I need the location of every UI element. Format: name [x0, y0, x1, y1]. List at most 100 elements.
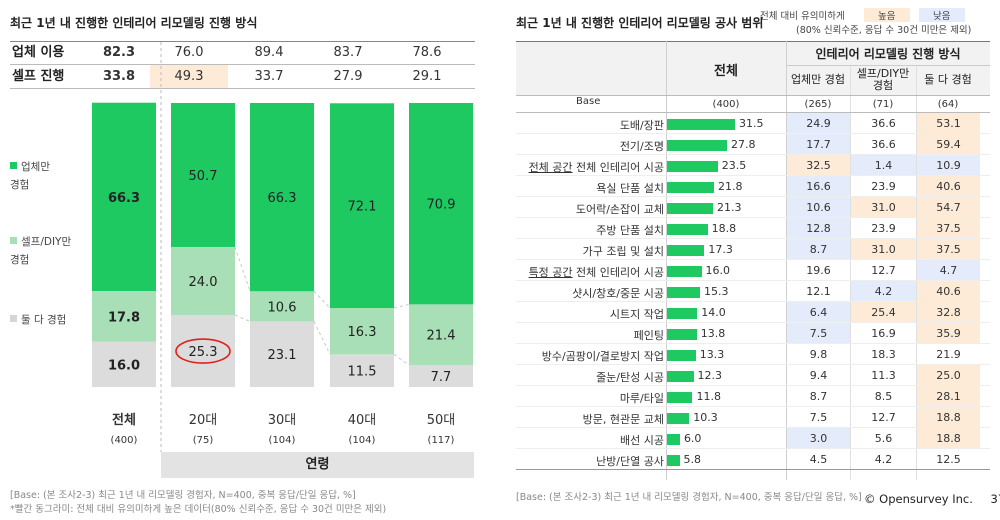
row-label: 도어락/손잡이 교체 — [516, 201, 664, 217]
legend-company: 업체만 경험 — [10, 158, 50, 194]
col-value: 16.9 — [871, 327, 896, 340]
base-col: (64) — [937, 99, 959, 110]
bar-segment — [92, 341, 156, 387]
total-value: 13.3 — [699, 348, 725, 361]
row-label: 난방/단열 공사 — [516, 453, 664, 469]
table-header-bg — [516, 41, 990, 95]
col-value: 10.9 — [917, 155, 980, 176]
row-divider — [516, 154, 990, 155]
row-label: 샷시/창호/중문 시공 — [516, 285, 664, 301]
legend-both-swatch — [10, 315, 17, 322]
col-value: 12.1 — [806, 285, 831, 298]
bar-segment — [330, 103, 394, 309]
col-value: 59.4 — [917, 134, 980, 155]
category-base: (104) — [268, 435, 296, 446]
col-value: 5.6 — [874, 432, 893, 445]
total-bar — [667, 392, 693, 403]
category-label: 20대 — [188, 413, 218, 428]
row-label-text: 마루/타일 — [619, 392, 664, 405]
row-label-text: 줄눈/탄성 시공 — [596, 371, 664, 384]
total-bar — [667, 119, 735, 130]
category-base: (104) — [348, 435, 376, 446]
col-value: 24.9 — [787, 113, 850, 134]
bar-value-label: 17.8 — [108, 310, 140, 325]
row-label-text: 전체 인테리어 시공 — [572, 266, 664, 279]
total-value: 16.0 — [705, 264, 731, 277]
total-value: 21.8 — [718, 180, 743, 193]
col-value: 12.5 — [936, 453, 961, 466]
group-header-underline — [786, 65, 990, 66]
bar-value-label: 50.7 — [189, 169, 218, 184]
row-label-text: 방문, 현관문 교체 — [582, 413, 664, 426]
significance-note: 전체 대비 유의미하게 — [760, 11, 845, 22]
total-value: 12.3 — [697, 369, 723, 382]
col-value: 53.1 — [917, 113, 980, 134]
bar-segment — [171, 315, 235, 387]
bar-segment — [171, 246, 235, 316]
summary-cell: 76.0 — [174, 45, 204, 60]
row-label: 방문, 현관문 교체 — [516, 411, 664, 427]
right-source-note: [Base: (본 조사2-3) 최근 1년 내 리모델링 경험자, N=400… — [516, 492, 862, 503]
total-bar — [667, 371, 694, 382]
row-label-text: 도어락/손잡이 교체 — [575, 203, 664, 216]
base-row-top-border — [516, 95, 990, 96]
col-value: 37.5 — [917, 218, 980, 239]
total-value: 13.8 — [700, 327, 726, 340]
row-label-text: 욕실 단품 설치 — [596, 182, 664, 195]
row-label-text: 전체 인테리어 시공 — [572, 161, 664, 174]
bar-segment — [330, 308, 394, 355]
bar-segment — [250, 321, 314, 387]
bar-value-label: 72.1 — [348, 200, 377, 215]
summary-cell: 33.7 — [254, 69, 284, 84]
col-value: 25.0 — [917, 365, 980, 386]
table-bottom-border — [516, 469, 990, 470]
bar-value-label: 66.3 — [108, 191, 140, 206]
age-group-band: 연령 — [161, 452, 474, 478]
bar-value-label: 16.3 — [348, 325, 377, 340]
col-value: 37.5 — [917, 239, 980, 260]
total-bar — [667, 350, 696, 361]
total-bar — [667, 266, 702, 277]
legend-company-swatch — [10, 162, 17, 169]
table-top-border — [516, 41, 990, 42]
col-value: 25.4 — [851, 302, 916, 323]
col-value: 31.0 — [851, 197, 916, 218]
col-value: 12.7 — [871, 411, 896, 424]
col-value: 8.7 — [787, 239, 850, 260]
significance-subnote: (80% 신뢰수준, 응답 수 30건 미만은 제외) — [796, 25, 972, 36]
row-label-text: 샷시/창호/중문 시공 — [572, 287, 664, 300]
header-col-line: 경험 — [872, 79, 894, 92]
summary-cell: 82.3 — [102, 45, 136, 60]
bar-value-label: 16.0 — [108, 358, 140, 373]
summary-cell: 33.8 — [102, 69, 136, 84]
col-value: 28.1 — [917, 386, 980, 407]
col-value: 32.8 — [917, 302, 980, 323]
bar-segment — [171, 103, 235, 247]
row-label: 배선 시공 — [516, 432, 664, 448]
col-divider-1 — [850, 66, 851, 480]
col-value: 4.2 — [874, 453, 893, 466]
total-value: 6.0 — [683, 432, 702, 445]
stacked-bar-chart: 16.0 17.8 66.3 25.3 24.0 50.7 23.1 10.6 66.3 11.5… — [92, 42, 473, 452]
row-label: 페인팅 — [516, 327, 664, 343]
col-value: 18.3 — [871, 348, 896, 361]
row-divider — [516, 322, 990, 323]
bar-segment — [330, 354, 394, 387]
row-divider — [516, 301, 990, 302]
total-value: 18.8 — [711, 222, 737, 235]
row-label: 특정 공간 전체 인테리어 시공 — [516, 264, 664, 280]
col-value: 23.9 — [871, 180, 896, 193]
summary-row-label: 셀프 진행 — [12, 69, 65, 84]
col-value: 21.9 — [936, 348, 961, 361]
total-bar — [667, 161, 718, 172]
bar-segment — [409, 304, 473, 366]
col-value: 23.9 — [871, 222, 896, 235]
total-bar — [667, 434, 680, 445]
total-bar — [667, 140, 727, 151]
bar-connector-line — [234, 314, 251, 322]
row-divider — [516, 385, 990, 386]
total-bar — [667, 308, 698, 319]
col-value: 9.8 — [809, 348, 828, 361]
bar-value-label: 7.7 — [431, 370, 452, 385]
col-value: 40.6 — [917, 281, 980, 302]
